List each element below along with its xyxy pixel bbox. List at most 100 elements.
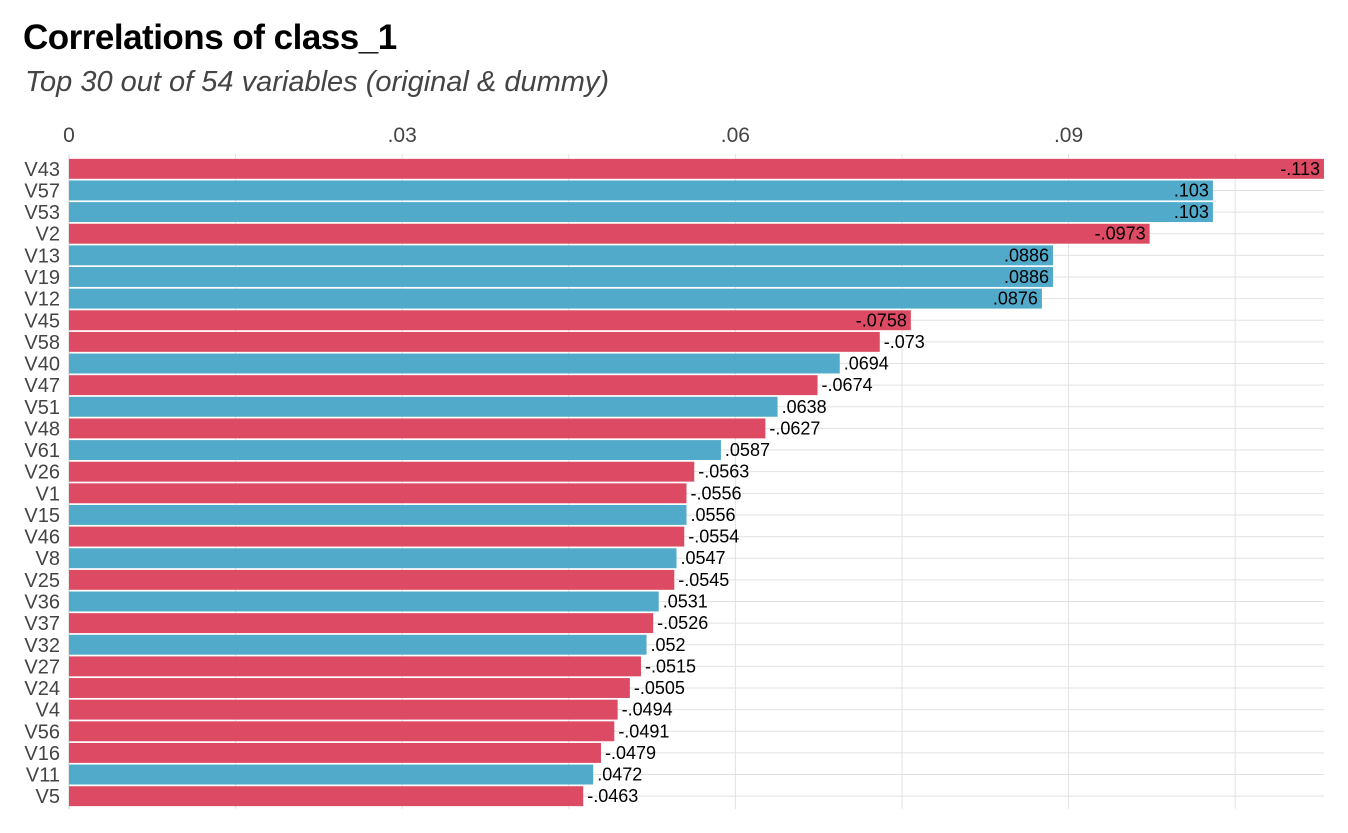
bar-v5: [69, 786, 584, 807]
bar-v36: [69, 591, 659, 612]
y-tick-label: V48: [24, 418, 60, 440]
value-label: -.0758: [856, 310, 907, 330]
y-tick-label: V15: [24, 505, 60, 527]
bar-v24: [69, 678, 630, 698]
bar-v19: [69, 267, 1054, 287]
bar-v45: [69, 310, 911, 331]
y-tick-label: V47: [24, 375, 60, 397]
y-tick-label: V19: [24, 267, 60, 289]
bar-v58: [69, 331, 880, 352]
value-label: -.0526: [657, 613, 708, 633]
y-tick-label: V57: [24, 180, 60, 202]
bars: [69, 158, 1324, 807]
y-tick-label: V36: [24, 591, 60, 613]
y-tick-label: V40: [24, 354, 60, 376]
y-tick-label: V61: [24, 440, 60, 462]
x-tick-label: .09: [1054, 124, 1083, 147]
value-label: .103: [1174, 180, 1209, 200]
value-label: .0472: [597, 765, 642, 785]
value-label: -.0545: [678, 570, 729, 590]
y-tick-label: V58: [24, 332, 60, 354]
value-label: .0587: [725, 440, 770, 460]
value-label: .0638: [782, 397, 827, 417]
value-label: -.0479: [605, 743, 656, 763]
y-tick-label: V1: [36, 483, 60, 505]
value-label: .0547: [681, 548, 726, 568]
chart-subtitle: Top 30 out of 54 variables (original & d…: [25, 66, 610, 98]
value-label: -.0554: [688, 527, 739, 547]
bar-v27: [69, 656, 641, 677]
y-tick-label: V53: [24, 202, 60, 224]
x-tick-label: .06: [721, 124, 750, 147]
y-tick-label: V2: [36, 224, 60, 246]
bar-v43: [69, 158, 1324, 179]
y-axis-labels: V43V57V53V2V13V19V12V45V58V40V47V51V48V6…: [24, 159, 60, 808]
y-tick-label: V25: [24, 570, 60, 592]
bar-v51: [69, 396, 778, 417]
value-label: -.0463: [587, 786, 638, 806]
bar-v40: [69, 353, 840, 374]
value-label: -.0563: [698, 462, 749, 482]
bar-v4: [69, 699, 618, 720]
value-label: -.073: [884, 332, 925, 352]
value-label: -.0494: [622, 700, 673, 720]
value-label: -.0674: [822, 375, 873, 395]
x-tick-label: 0: [63, 124, 75, 147]
bar-v26: [69, 461, 695, 482]
value-label: .0694: [844, 354, 889, 374]
bar-v13: [69, 245, 1054, 266]
bar-v37: [69, 613, 654, 634]
value-label: -.113: [1280, 159, 1320, 179]
chart-title: Correlations of class_1: [23, 18, 397, 57]
y-tick-label: V27: [24, 656, 60, 678]
y-tick-label: V46: [24, 527, 60, 549]
value-label: .103: [1174, 202, 1209, 222]
bar-v32: [69, 634, 647, 655]
x-axis-ticks: 0 .03 .06 .09: [63, 124, 1083, 147]
x-tick-label: .03: [388, 124, 417, 147]
bar-v46: [69, 526, 685, 547]
y-tick-label: V37: [24, 613, 60, 635]
y-tick-label: V12: [24, 289, 60, 311]
y-tick-label: V43: [24, 159, 60, 181]
y-tick-label: V45: [24, 310, 60, 332]
y-tick-label: V56: [24, 721, 60, 743]
value-label: -.0973: [1095, 224, 1146, 244]
bar-v61: [69, 440, 721, 461]
value-label: .052: [651, 635, 686, 655]
value-label: -.0491: [618, 721, 669, 741]
value-label: .0556: [691, 505, 736, 525]
y-tick-label: V13: [24, 245, 60, 267]
bar-v47: [69, 375, 818, 396]
bar-v2: [69, 223, 1150, 244]
bar-v57: [69, 180, 1213, 201]
value-labels: -.113.103.103-.0973.0886.0886.0876-.0758…: [587, 159, 1320, 806]
value-label: -.0505: [634, 678, 685, 698]
y-tick-label: V16: [24, 743, 60, 765]
value-label: .0886: [1004, 245, 1049, 265]
bar-v11: [69, 764, 594, 785]
y-tick-label: V11: [26, 765, 60, 787]
bar-v53: [69, 202, 1213, 223]
bar-v25: [69, 569, 675, 590]
bar-v8: [69, 548, 677, 569]
value-label: .0876: [993, 289, 1038, 309]
y-tick-label: V5: [36, 786, 60, 808]
bar-v12: [69, 288, 1042, 309]
bar-v16: [69, 742, 601, 763]
value-label: .0886: [1004, 267, 1049, 287]
y-tick-label: V4: [36, 700, 60, 722]
value-label: .0531: [663, 591, 708, 611]
bar-v56: [69, 721, 615, 742]
bar-v15: [69, 504, 687, 525]
y-tick-label: V24: [24, 678, 60, 700]
value-label: -.0627: [769, 418, 820, 438]
y-tick-label: V8: [36, 548, 60, 570]
bar-v1: [69, 483, 687, 504]
value-label: -.0556: [691, 483, 742, 503]
y-tick-label: V26: [24, 462, 60, 484]
value-label: -.0515: [645, 656, 696, 676]
y-tick-label: V32: [24, 635, 60, 657]
bar-v48: [69, 418, 766, 439]
